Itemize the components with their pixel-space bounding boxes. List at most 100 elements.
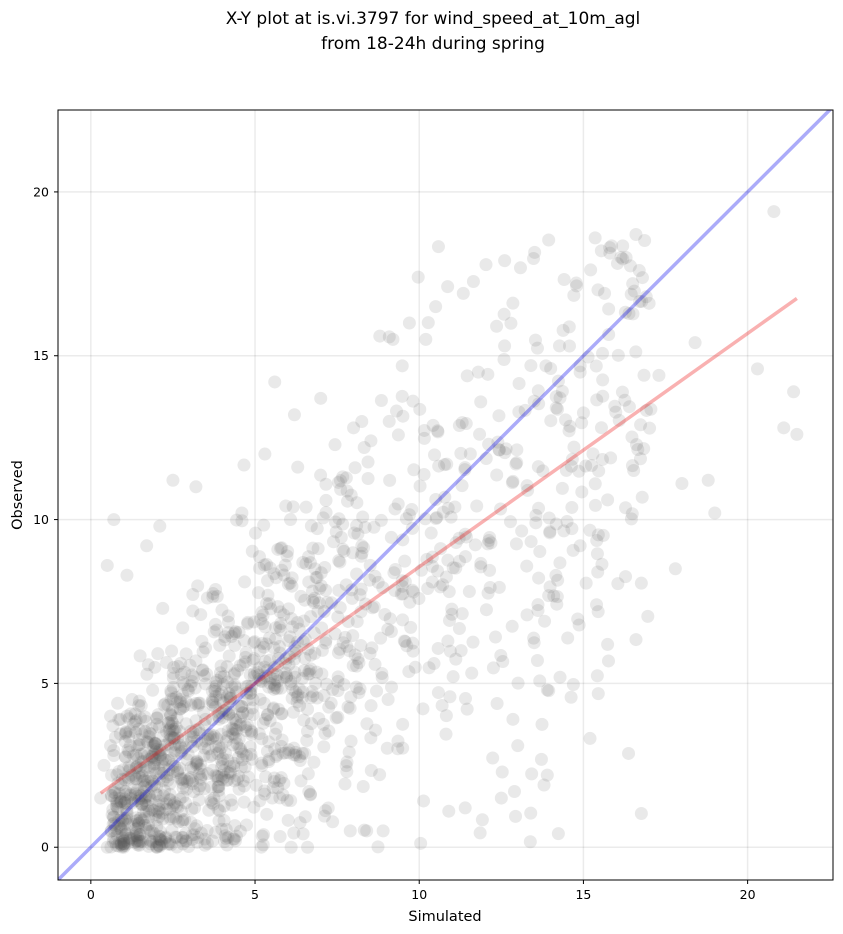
data-point [254,674,268,688]
data-point [176,621,190,635]
data-point [237,458,251,472]
data-point [168,830,182,844]
data-point [352,656,366,670]
data-point [429,492,443,506]
data-point [212,814,226,828]
data-point [168,724,182,738]
data-point [114,712,128,726]
data-point [225,727,239,741]
data-point [273,620,287,634]
data-point [563,419,577,433]
data-point [338,777,352,791]
data-point [145,722,159,736]
data-point [308,646,322,660]
data-point [169,720,183,734]
data-point [232,782,246,796]
data-point [425,575,439,589]
data-point [598,286,612,300]
data-point [230,773,244,787]
data-point [284,674,298,688]
data-point [295,691,309,705]
data-point [134,711,148,725]
data-point [505,476,519,490]
data-point [238,575,252,589]
data-point [331,670,345,684]
data-point [537,778,551,792]
data-point [505,619,519,633]
data-point [627,284,641,298]
data-point [630,438,644,452]
data-point [296,685,310,699]
data-point [506,474,520,488]
data-point [275,707,289,721]
data-point [473,427,487,441]
data-point [170,840,184,854]
data-point [194,758,208,772]
data-point [131,759,145,773]
data-point [601,637,615,651]
data-point [565,452,579,466]
data-point [328,515,342,529]
data-point [140,734,154,748]
data-point [352,686,366,700]
data-point [253,794,267,808]
data-point [131,818,145,832]
data-point [158,753,172,767]
data-point [619,501,633,515]
data-point [110,839,124,853]
data-point [512,377,526,391]
data-point [156,729,170,743]
data-point [301,642,315,656]
data-point [426,418,440,432]
data-point [225,680,239,694]
data-point [184,815,198,829]
data-point [217,670,231,684]
data-point [332,554,346,568]
data-point [188,822,202,836]
data-point [139,798,153,812]
data-point [255,732,269,746]
data-point [143,726,157,740]
data-point [302,785,316,799]
data-point [168,759,182,773]
x-axis-label: Simulated [408,909,481,925]
data-point [471,365,485,379]
data-point [132,738,146,752]
data-point [241,707,255,721]
data-point [110,768,124,782]
data-point [212,739,226,753]
data-point [176,734,190,748]
data-point [270,668,284,682]
data-point [223,765,237,779]
data-point [104,824,118,838]
data-point [320,677,334,691]
data-point [356,779,370,793]
data-point [301,667,315,681]
data-point [141,658,155,672]
data-point [199,641,213,655]
data-point [396,587,410,601]
data-point [255,675,269,689]
data-point [285,691,299,705]
data-point [100,840,114,854]
data-point [227,727,241,741]
data-point [539,359,553,373]
data-point [767,205,781,219]
data-point [262,597,276,611]
data-point [201,728,215,742]
data-point [425,550,439,564]
data-point [570,279,584,293]
data-point [247,652,261,666]
data-point [626,307,640,321]
data-point [437,458,451,472]
data-point [271,674,285,688]
data-point [421,581,435,595]
data-point [635,271,649,285]
data-point [315,621,329,635]
data-point [114,835,128,849]
data-point [231,663,245,677]
data-point [466,635,480,649]
data-point [506,296,520,310]
data-point [221,609,235,623]
data-point [104,709,118,723]
